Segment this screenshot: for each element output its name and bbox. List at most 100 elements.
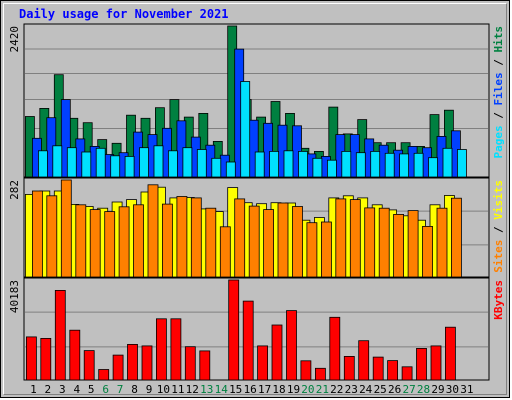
bar-pages-5 bbox=[95, 147, 106, 178]
bar-sites-13 bbox=[205, 207, 217, 278]
bar-sites-21 bbox=[320, 221, 332, 278]
bar-sites-14 bbox=[219, 226, 231, 278]
bar-pages-26 bbox=[399, 153, 410, 178]
bar-kbytes-9 bbox=[141, 345, 153, 381]
bar-kbytes-13 bbox=[199, 350, 211, 381]
bar-kbytes-1 bbox=[25, 336, 37, 381]
bar-kbytes-8 bbox=[127, 343, 138, 381]
bar-sites-9 bbox=[147, 184, 159, 278]
max-label-visits-sites: 282 bbox=[8, 180, 21, 200]
x-tick-label-9: 9 bbox=[146, 383, 153, 396]
ylabel-part-hits: Hits bbox=[492, 26, 505, 53]
bar-files-17 bbox=[263, 122, 274, 178]
bar-kbytes-10 bbox=[155, 318, 167, 381]
bar-sites-15 bbox=[234, 198, 246, 278]
x-tick-label-5: 5 bbox=[88, 383, 95, 396]
bar-sites-19 bbox=[292, 206, 303, 278]
x-tick-label-27: 27 bbox=[402, 383, 415, 396]
ylabel-separator: / bbox=[492, 53, 505, 73]
bar-pages-11 bbox=[182, 147, 193, 178]
x-tick-label-21: 21 bbox=[316, 383, 329, 396]
bar-kbytes-28 bbox=[416, 347, 427, 381]
bar-pages-17 bbox=[269, 150, 280, 178]
chart-frame-bevel bbox=[3, 3, 507, 395]
bar-kbytes-2 bbox=[40, 337, 52, 381]
x-tick-label-29: 29 bbox=[431, 383, 444, 396]
ylabel-part-kbytes: KBytes bbox=[492, 280, 505, 320]
bar-sites-30 bbox=[450, 197, 462, 278]
bar-sites-23 bbox=[349, 199, 361, 278]
x-tick-label-1: 1 bbox=[30, 383, 37, 396]
bar-kbytes-30 bbox=[444, 326, 456, 381]
bar-pages-18 bbox=[283, 150, 294, 178]
x-tick-label-16: 16 bbox=[244, 383, 257, 396]
bar-sites-6 bbox=[104, 211, 116, 278]
x-tick-label-17: 17 bbox=[258, 383, 271, 396]
bar-pages-15 bbox=[240, 81, 251, 178]
bar-sites-12 bbox=[190, 197, 202, 278]
x-tick-label-11: 11 bbox=[171, 383, 184, 396]
ylabel-part-sites: Sites bbox=[492, 240, 505, 273]
bar-kbytes-17 bbox=[257, 345, 269, 381]
bar-pages-24 bbox=[370, 150, 381, 178]
ylabel-separator: / bbox=[492, 220, 505, 240]
bar-sites-26 bbox=[393, 213, 405, 278]
x-tick-label-28: 28 bbox=[417, 383, 430, 396]
x-tick-label-26: 26 bbox=[388, 383, 401, 396]
bar-pages-6 bbox=[110, 155, 121, 178]
bar-kbytes-26 bbox=[387, 360, 399, 381]
x-tick-label-7: 7 bbox=[117, 383, 124, 396]
bar-kbytes-16 bbox=[242, 300, 254, 381]
ylabel-kbytes: KBytes bbox=[492, 280, 505, 320]
bar-sites-27 bbox=[407, 210, 419, 278]
bar-sites-5 bbox=[89, 209, 101, 278]
bar-pages-1 bbox=[38, 150, 48, 178]
bar-kbytes-21 bbox=[314, 367, 326, 381]
bar-kbytes-20 bbox=[300, 360, 312, 381]
bar-sites-18 bbox=[277, 202, 289, 278]
bar-sites-17 bbox=[263, 209, 275, 278]
bar-pages-3 bbox=[66, 147, 77, 178]
bar-sites-28 bbox=[422, 225, 433, 278]
x-tick-label-14: 14 bbox=[215, 383, 229, 396]
bar-kbytes-19 bbox=[286, 310, 297, 381]
chart-title: Daily usage for November 2021 bbox=[19, 7, 229, 21]
bar-sites-8 bbox=[133, 204, 144, 278]
bar-pages-22 bbox=[341, 150, 352, 178]
bar-pages-29 bbox=[442, 147, 453, 178]
x-tick-label-3: 3 bbox=[59, 383, 66, 396]
bar-sites-2 bbox=[46, 195, 58, 278]
ylabel-separator: / bbox=[492, 106, 505, 126]
bar-kbytes-6 bbox=[98, 369, 110, 381]
bar-pages-21 bbox=[326, 159, 337, 178]
bar-kbytes-22 bbox=[329, 316, 341, 381]
bar-kbytes-7 bbox=[112, 354, 124, 381]
bar-kbytes-23 bbox=[343, 355, 355, 381]
bar-kbytes-3 bbox=[54, 289, 66, 381]
bar-kbytes-24 bbox=[358, 340, 370, 381]
bar-files-3 bbox=[60, 99, 71, 178]
bar-kbytes-27 bbox=[401, 366, 413, 381]
bar-sites-25 bbox=[378, 207, 390, 278]
bar-sites-3 bbox=[60, 179, 72, 278]
bar-kbytes-12 bbox=[184, 346, 196, 381]
bar-kbytes-29 bbox=[430, 345, 442, 381]
x-tick-label-13: 13 bbox=[200, 383, 213, 396]
bar-pages-13 bbox=[211, 157, 222, 178]
bar-pages-19 bbox=[298, 150, 308, 178]
bar-sites-11 bbox=[176, 196, 188, 278]
bar-sites-16 bbox=[248, 205, 260, 278]
panel-kbytes bbox=[23, 277, 490, 381]
bar-sites-29 bbox=[436, 207, 448, 278]
bar-kbytes-5 bbox=[83, 350, 95, 381]
ylabel-part-visits: Visits bbox=[492, 180, 505, 220]
x-tick-label-31: 31 bbox=[460, 383, 473, 396]
x-tick-label-2: 2 bbox=[44, 383, 51, 396]
bar-kbytes-15 bbox=[228, 279, 240, 381]
bar-sites-20 bbox=[306, 222, 318, 278]
bar-kbytes-25 bbox=[372, 356, 384, 381]
bar-sites-4 bbox=[75, 204, 87, 278]
x-tick-label-15: 15 bbox=[229, 383, 242, 396]
max-label-kbytes: 40183 bbox=[8, 280, 21, 313]
